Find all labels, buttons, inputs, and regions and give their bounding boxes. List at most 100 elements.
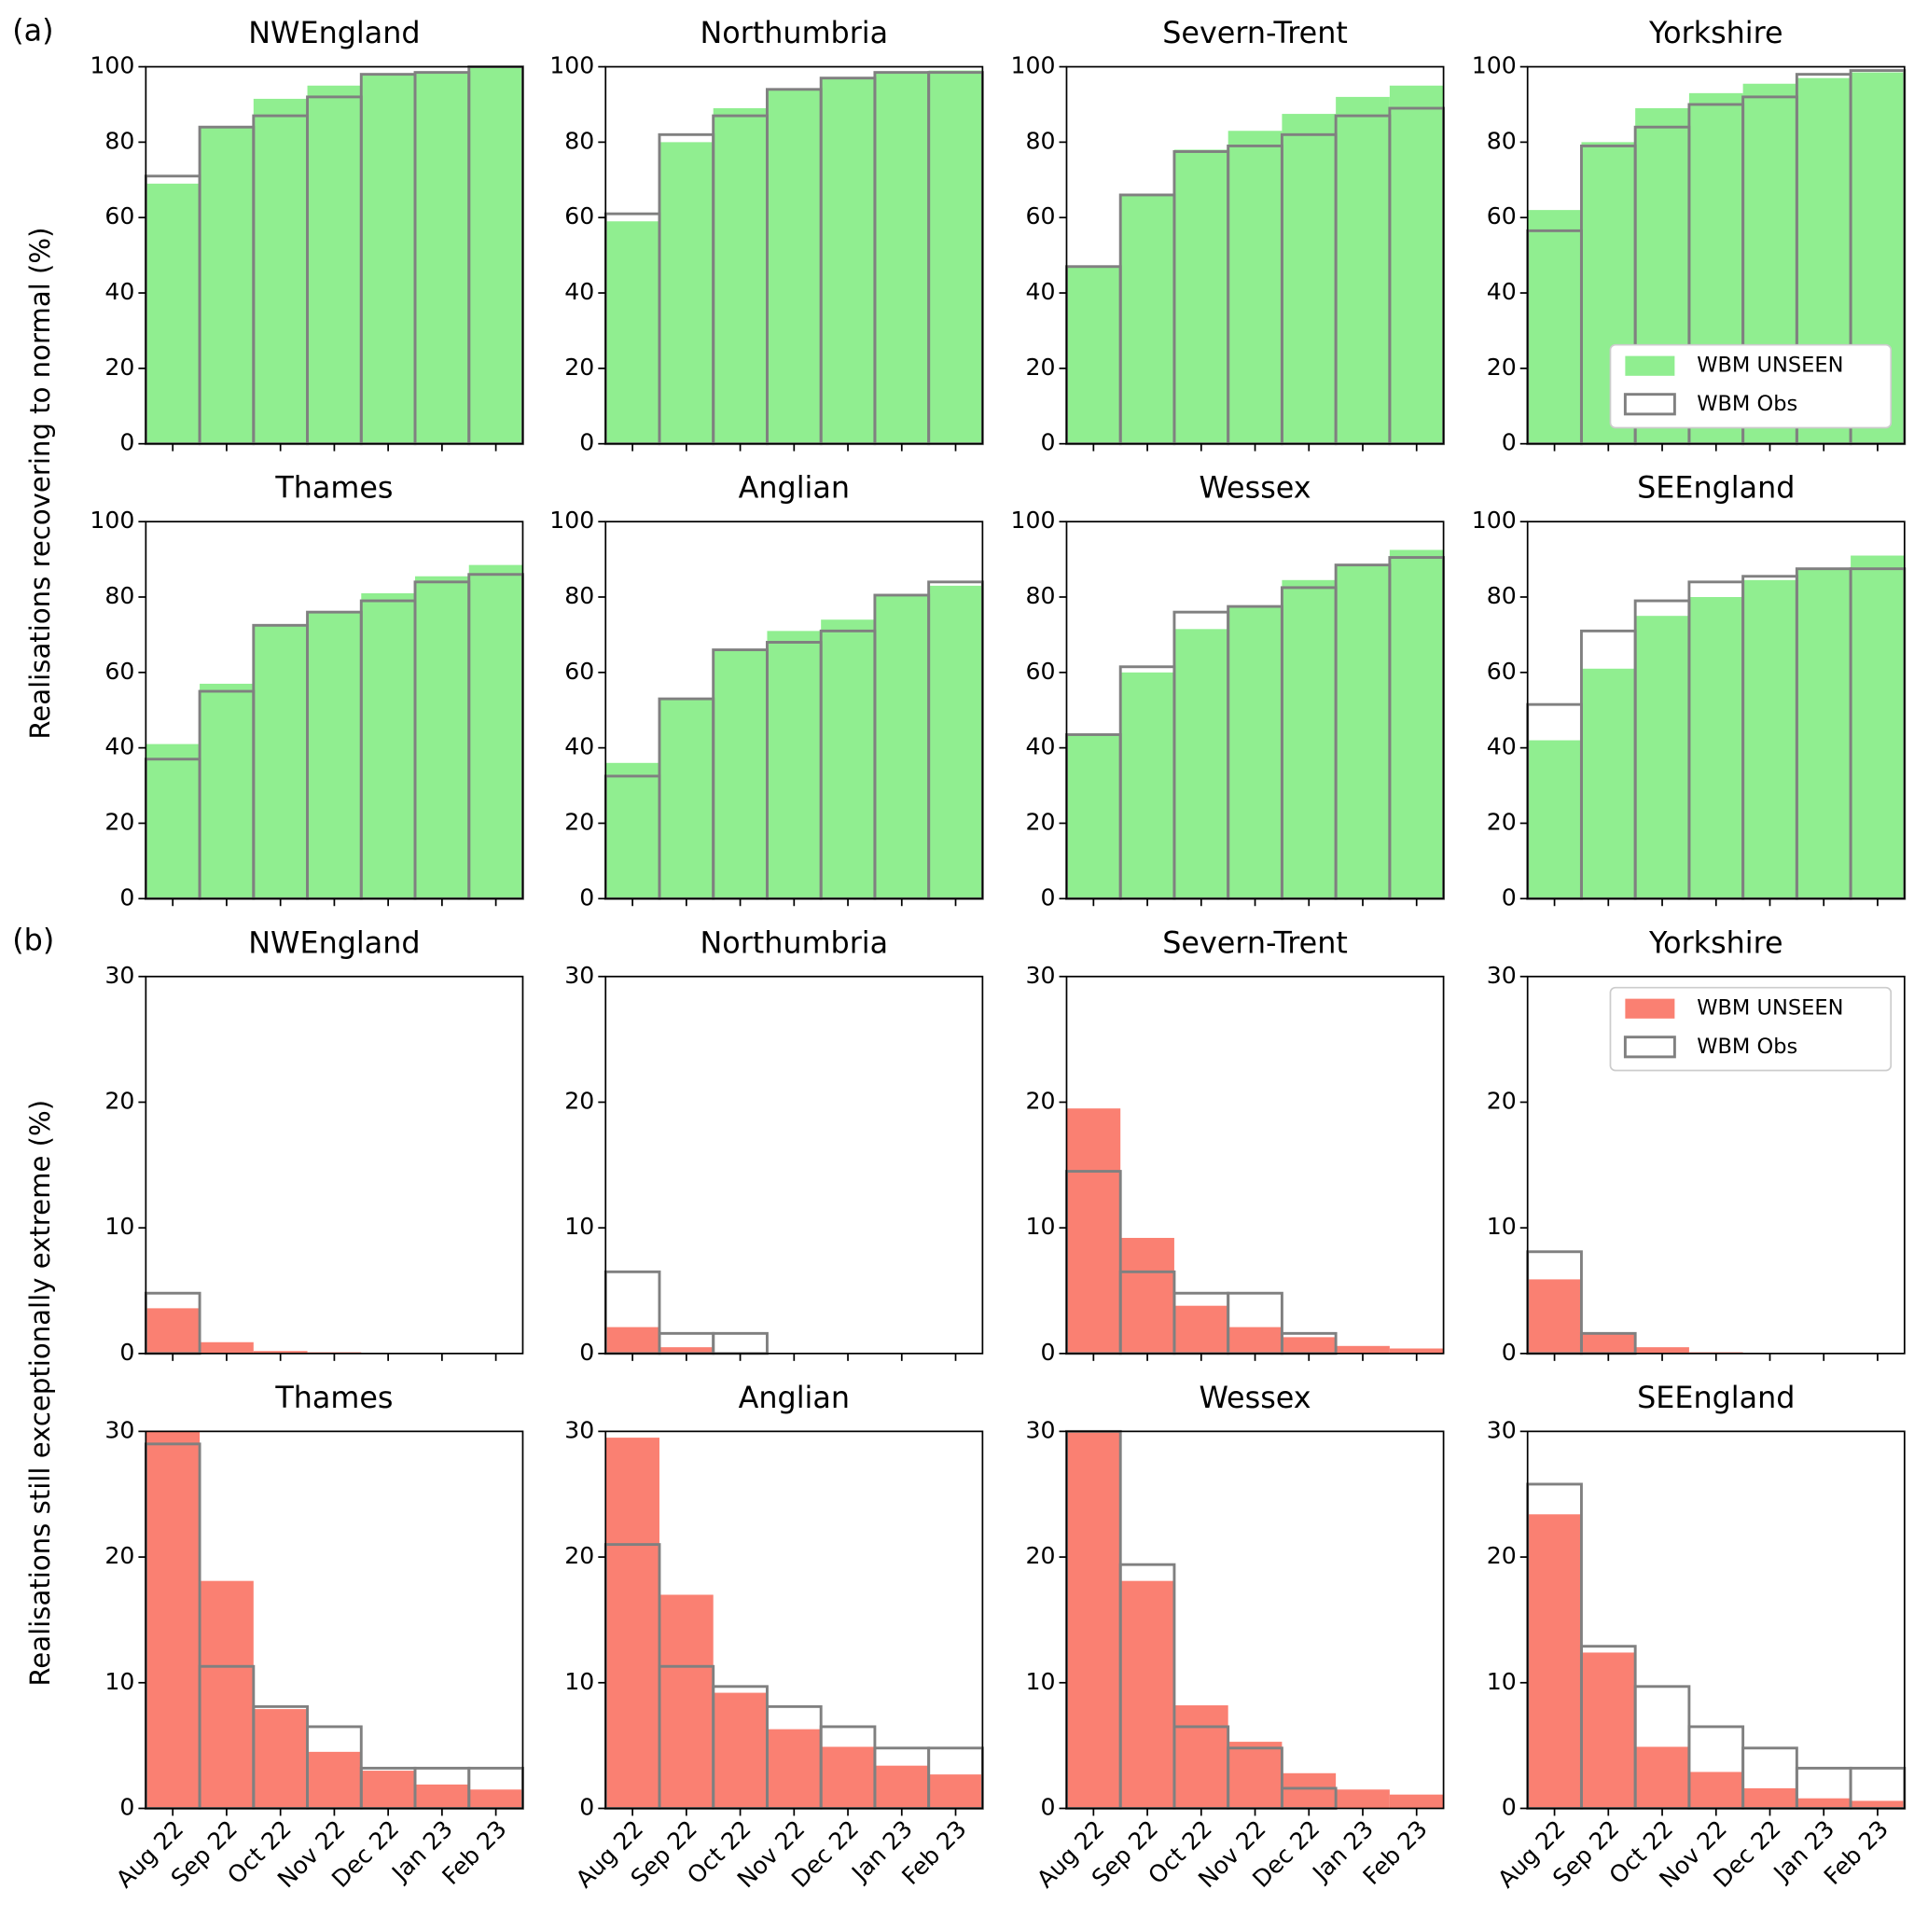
y-tick-label: 10 [104, 1668, 134, 1695]
bar [415, 576, 469, 899]
bar [1282, 1772, 1337, 1809]
bar [874, 594, 929, 899]
bar [307, 85, 362, 444]
y-tick-label: 20 [1026, 808, 1056, 835]
bar [767, 631, 822, 899]
bar [928, 1774, 983, 1809]
y-tick-label: 0 [579, 1793, 594, 1820]
bar [1527, 1514, 1582, 1809]
bar [928, 585, 983, 899]
bar [1688, 1772, 1743, 1809]
bar [1635, 1347, 1689, 1354]
bar [361, 74, 416, 444]
bar [1282, 1337, 1337, 1354]
y-tick-label: 80 [1026, 127, 1056, 154]
y-tick-label: 0 [579, 1339, 594, 1366]
axes-frame [145, 975, 524, 1355]
y-tick-label: 40 [1026, 733, 1056, 760]
subplot-title: Severn-Trent [1162, 16, 1348, 50]
y-tick-label: 20 [564, 354, 594, 381]
bar [1742, 1787, 1797, 1809]
bar [659, 1594, 714, 1809]
bar [253, 1709, 308, 1809]
subplot-title: Thames [274, 1381, 393, 1415]
y-tick-label: 0 [119, 883, 134, 910]
bar [415, 72, 469, 444]
y-tick-label: 20 [1026, 1087, 1056, 1114]
y-tick-label: 40 [564, 278, 594, 305]
bar [1336, 564, 1390, 899]
y-tick-label: 10 [564, 1213, 594, 1240]
bar [605, 762, 659, 899]
bar [200, 127, 254, 444]
bar [713, 649, 768, 899]
bar [1527, 1279, 1582, 1354]
y-tick-label: 30 [104, 1416, 134, 1443]
bar [146, 183, 201, 444]
bar [1688, 596, 1743, 899]
bar [1796, 568, 1852, 899]
y-tick-label: 20 [1487, 1542, 1517, 1569]
bar [659, 1347, 714, 1354]
subplot-title: Yorkshire [1648, 16, 1783, 50]
y-tick-label: 10 [564, 1668, 594, 1695]
legend-label: WBM Obs [1697, 1035, 1797, 1059]
y-tick-label: 60 [104, 658, 134, 685]
y-tick-label: 80 [564, 127, 594, 154]
y-tick-label: 60 [104, 202, 134, 229]
bar [1228, 606, 1283, 899]
bar-outline [712, 1331, 769, 1355]
subplot-title: Wessex [1199, 1381, 1311, 1415]
bar [1173, 149, 1228, 444]
bar [605, 1327, 659, 1354]
y-tick-label: 0 [1502, 883, 1517, 910]
bar [1120, 672, 1174, 899]
y-tick-label: 0 [1502, 429, 1517, 456]
y-tick-label: 0 [1041, 1339, 1056, 1366]
bar [1282, 114, 1337, 444]
bar [1066, 734, 1121, 899]
bar [821, 77, 875, 444]
y-tick-label: 20 [1487, 808, 1517, 835]
y-tick-label: 0 [1502, 1793, 1517, 1820]
bar [1635, 1746, 1689, 1809]
bar [1173, 629, 1228, 899]
panel-label: (b) [12, 924, 54, 958]
bar [1635, 616, 1689, 899]
y-tick-label: 20 [104, 354, 134, 381]
subplot-title: NWEngland [248, 16, 420, 50]
y-tick-label: 100 [90, 507, 134, 534]
bar [605, 221, 659, 444]
bar [200, 683, 254, 899]
y-tick-label: 20 [104, 1542, 134, 1569]
y-tick-label: 80 [104, 582, 134, 609]
y-tick-label: 30 [1026, 1416, 1056, 1443]
y-tick-label: 100 [1011, 507, 1056, 534]
bar [415, 1784, 469, 1809]
subplot-title: Anglian [739, 471, 850, 506]
bar [1066, 1431, 1121, 1809]
y-tick-label: 30 [1487, 1416, 1517, 1443]
bar [307, 612, 362, 899]
bar [1581, 1652, 1636, 1809]
bar [767, 1729, 822, 1809]
bar [713, 1692, 768, 1809]
bar [821, 619, 875, 899]
subplot-title: Severn-Trent [1162, 925, 1348, 960]
y-tick-label: 40 [564, 733, 594, 760]
subplot-title: Yorkshire [1648, 925, 1783, 960]
bar [659, 142, 714, 444]
y-tick-label: 60 [564, 202, 594, 229]
bar [821, 1746, 875, 1809]
bar [1173, 1705, 1228, 1809]
bar [1120, 1237, 1174, 1354]
bar [468, 66, 523, 444]
y-tick-label: 80 [564, 582, 594, 609]
subplot-title: Northumbria [700, 925, 888, 960]
bar [1228, 1742, 1283, 1809]
bar [605, 1438, 659, 1809]
bar [1336, 1345, 1390, 1354]
y-tick-label: 100 [549, 507, 594, 534]
panel-label: (a) [12, 13, 53, 48]
